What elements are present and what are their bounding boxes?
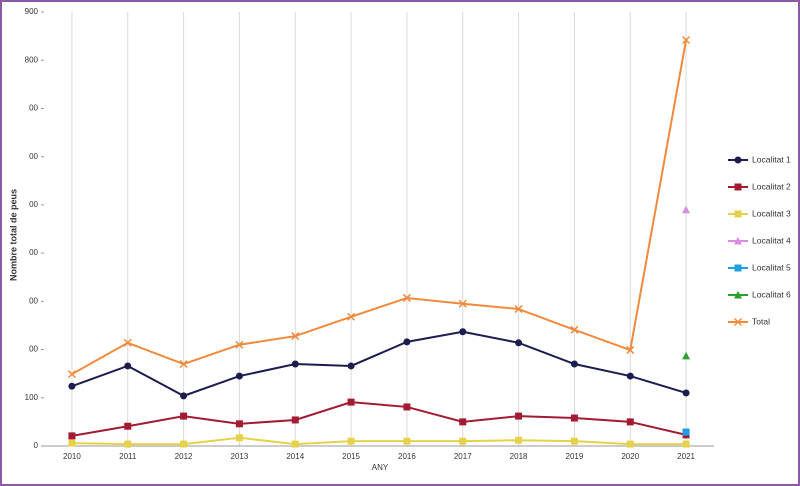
x-tick-label: 2017 [454,452,472,461]
marker [235,340,244,349]
x-tick-label: 2011 [119,452,137,461]
legend-label: Localitat 2 [752,181,791,191]
marker [734,291,742,299]
y-tick-label: 800 [25,55,39,64]
y-tick-label: 00 [29,296,38,305]
marker [570,414,578,422]
x-tick-label: 2018 [510,452,528,461]
marker [235,372,243,380]
marker [734,183,742,191]
x-axis-label: ANY [372,463,389,472]
x-tick-label: 2016 [398,452,416,461]
marker [734,237,742,245]
x-tick-label: 2010 [63,452,81,461]
marker [180,392,188,400]
marker [403,338,411,346]
y-tick-label: 00 [29,345,38,354]
marker [733,317,743,327]
marker [626,346,635,355]
marker [347,312,356,321]
marker [682,35,691,44]
marker [626,372,634,380]
marker [291,416,299,424]
marker [347,398,355,406]
marker [459,328,467,336]
series-line [71,39,688,376]
marker [734,264,742,272]
legend-label: Localitat 5 [752,262,791,272]
marker [123,338,132,347]
y-tick-label: 0 [34,441,39,450]
x-tick-label: 2021 [677,452,695,461]
marker [403,403,411,411]
x-tick-label: 2015 [342,452,360,461]
marker [124,362,132,370]
marker [515,436,523,444]
marker [458,299,467,308]
marker [291,332,300,341]
legend-label: Total [752,316,770,326]
marker [347,437,355,445]
marker [68,432,76,440]
marker [68,382,76,390]
marker [235,420,243,428]
marker [124,440,132,448]
marker [734,210,742,218]
y-tick-label: 100 [25,393,39,402]
y-tick-label: 00 [29,104,38,113]
y-tick-label: 900 [25,7,39,16]
marker [734,156,742,164]
x-tick-label: 2019 [566,452,584,461]
marker [570,437,578,445]
x-tick-label: 2012 [175,452,193,461]
marker [347,362,355,370]
marker [124,422,132,430]
marker [180,440,188,448]
marker [68,439,76,447]
marker [570,325,579,334]
x-tick-label: 2014 [286,452,304,461]
marker [626,418,634,426]
y-tick-label: 00 [29,248,38,257]
marker [235,434,243,442]
legend-label: Localitat 1 [752,154,791,164]
marker [179,359,188,369]
marker [459,437,467,445]
marker [570,360,578,368]
marker [403,437,411,445]
marker [459,418,467,426]
legend-label: Localitat 4 [752,235,791,245]
marker [514,305,523,314]
marker [515,412,523,420]
y-tick-label: 00 [29,200,38,209]
marker [682,351,691,360]
marker [291,360,299,368]
marker [180,412,188,420]
marker [682,440,690,448]
x-tick-label: 2020 [621,452,639,461]
series-line [71,436,687,446]
marker [67,370,76,379]
marker [626,440,634,448]
y-tick-label: 00 [29,152,38,161]
series-line [71,401,687,437]
marker [515,339,523,347]
legend-label: Localitat 6 [752,289,791,299]
marker [682,389,690,397]
legend-label: Localitat 3 [752,208,791,218]
marker [682,428,690,436]
marker [291,440,299,448]
x-tick-label: 2013 [231,452,249,461]
marker [402,293,411,302]
series-line [71,330,687,397]
marker [682,205,691,214]
y-axis-label: Nombre total de peus [8,189,18,281]
